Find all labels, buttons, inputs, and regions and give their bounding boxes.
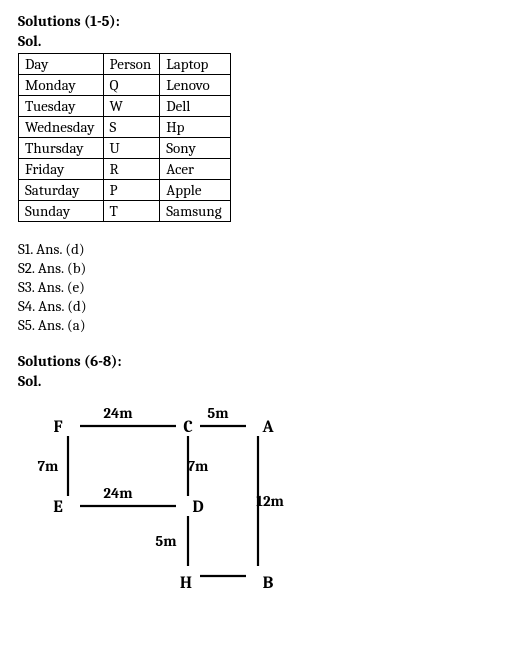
svg-text:5m: 5m — [155, 532, 177, 550]
table-row: WednesdaySHp — [19, 117, 231, 138]
col-day: Day — [19, 54, 104, 75]
svg-text:A: A — [261, 418, 274, 437]
svg-text:24m: 24m — [103, 404, 133, 422]
path-diagram: 24m 5m 7m 7m 24m 12m 5m F C A E D H B — [18, 396, 318, 596]
sol-label-2: Sol. — [18, 372, 496, 390]
answer-line: S2. Ans. (b) — [18, 259, 496, 277]
table-row: ThursdayUSony — [19, 138, 231, 159]
svg-text:7m: 7m — [188, 457, 209, 475]
svg-text:E: E — [53, 498, 63, 517]
svg-text:H: H — [180, 574, 192, 593]
table-row: SundayTSamsung — [19, 201, 231, 222]
svg-text:B: B — [263, 574, 274, 593]
answer-line: S4. Ans. (d) — [18, 297, 496, 315]
svg-text:C: C — [183, 418, 193, 437]
svg-text:D: D — [192, 498, 203, 517]
table-row: MondayQLenovo — [19, 75, 231, 96]
solutions-6-8-title: Solutions (6-8): — [18, 352, 496, 370]
col-person: Person — [103, 54, 160, 75]
answers-list: S1. Ans. (d) S2. Ans. (b) S3. Ans. (e) S… — [18, 240, 496, 334]
answer-line: S3. Ans. (e) — [18, 278, 496, 296]
solutions-1-5-title: Solutions (1-5): — [18, 12, 496, 30]
svg-text:12m: 12m — [256, 492, 284, 510]
table-row: TuesdayWDell — [19, 96, 231, 117]
svg-text:7m: 7m — [38, 457, 59, 475]
table-row: SaturdayPApple — [19, 180, 231, 201]
svg-text:5m: 5m — [207, 404, 229, 422]
table-header-row: Day Person Laptop — [19, 54, 231, 75]
table-row: FridayRAcer — [19, 159, 231, 180]
answer-line: S1. Ans. (d) — [18, 240, 496, 258]
answer-line: S5. Ans. (a) — [18, 316, 496, 334]
sol-label-1: Sol. — [18, 32, 496, 50]
schedule-table: Day Person Laptop MondayQLenovo TuesdayW… — [18, 53, 231, 222]
svg-text:24m: 24m — [103, 484, 133, 502]
svg-text:F: F — [53, 418, 62, 437]
col-laptop: Laptop — [160, 54, 230, 75]
